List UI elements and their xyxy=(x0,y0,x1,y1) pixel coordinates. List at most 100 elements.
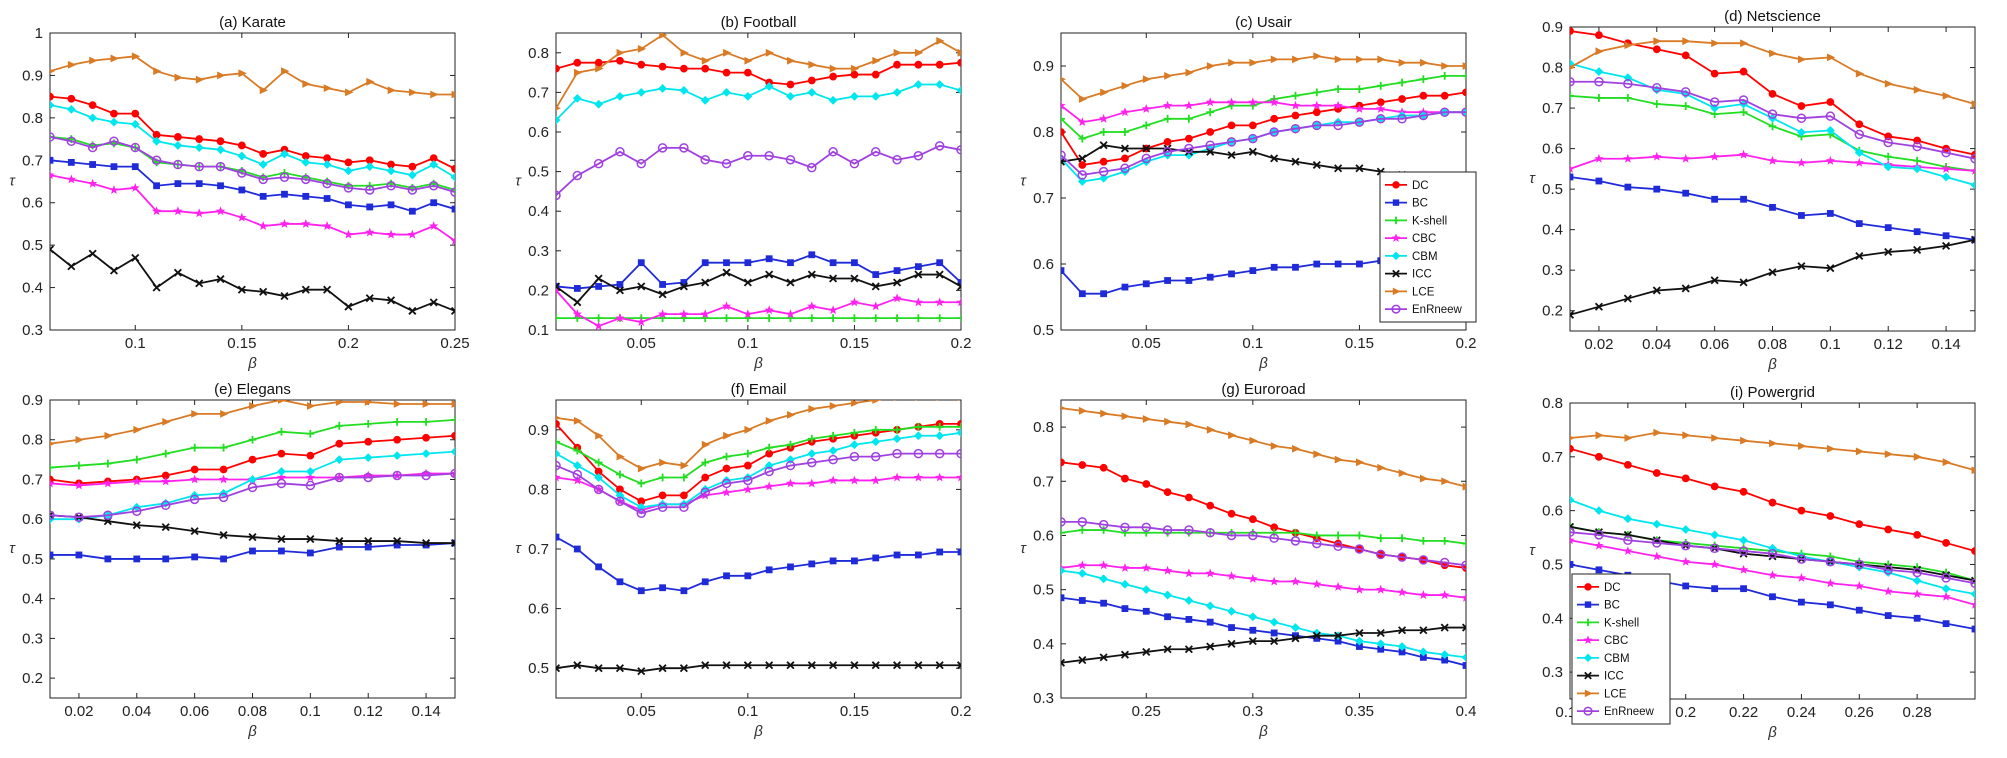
series-k-shell-point xyxy=(594,458,603,467)
series-cbm-point xyxy=(828,446,838,456)
series-cbc-point xyxy=(1767,570,1778,580)
series-k-shell-point xyxy=(1440,72,1449,80)
x-tick-label: 0.2 xyxy=(1456,335,1477,352)
series-bc-point xyxy=(1884,612,1892,619)
series-lce-point xyxy=(1078,95,1088,103)
series-cbc-point xyxy=(956,297,961,307)
series-k-shell-point xyxy=(50,463,54,472)
series-cbc-point xyxy=(572,475,582,485)
series-dc-point xyxy=(1710,482,1719,491)
series-lce-point xyxy=(323,84,333,93)
series-k-shell-point xyxy=(1419,75,1428,84)
series-bc-point xyxy=(829,259,837,267)
legend-entry-lce: LCE xyxy=(1385,286,1435,298)
series-cbc-point xyxy=(421,468,431,478)
series-bc-point xyxy=(1798,598,1805,606)
series-lce-point xyxy=(1942,458,1951,467)
series-lce-point xyxy=(1121,412,1130,421)
x-tick-label: 0.15 xyxy=(840,335,869,352)
series-bc-point xyxy=(1292,263,1299,271)
series-bc-point xyxy=(808,251,816,259)
series-icc-point xyxy=(1826,264,1835,273)
series-icc-point xyxy=(1312,160,1321,170)
series-icc-point xyxy=(1376,628,1385,638)
series-k-shell-point xyxy=(1312,531,1321,540)
series-icc-point xyxy=(594,664,603,673)
series-enrneew-point xyxy=(1623,78,1633,89)
series-bc-point xyxy=(1228,270,1235,278)
series-cbc-point xyxy=(151,206,162,216)
series-cbm-point xyxy=(365,162,375,172)
series-cbm-point xyxy=(1418,647,1428,657)
series-k-shell-point xyxy=(1078,134,1087,143)
series-enrneew-point xyxy=(556,460,561,471)
series-cbc-point xyxy=(429,221,439,231)
series-enrneew-point xyxy=(556,190,561,201)
series-cbm-point xyxy=(429,160,439,169)
series-bc-point xyxy=(957,548,961,556)
series-bc-point xyxy=(680,587,688,595)
series-dc-point xyxy=(1570,444,1574,453)
series-lce-point xyxy=(1142,75,1152,84)
series-dc-point xyxy=(1270,114,1279,123)
series-icc-point xyxy=(1142,144,1151,153)
y-tick-label: 0.8 xyxy=(22,432,43,449)
series-k-shell-point xyxy=(1291,528,1300,537)
series-k-shell-point xyxy=(1462,72,1466,80)
series-enrneew-point xyxy=(1594,76,1604,87)
series-k-shell-point xyxy=(1099,526,1108,534)
series-icc-point xyxy=(807,661,816,670)
series-lce-point xyxy=(1971,100,1975,108)
series-lce-point xyxy=(936,37,945,45)
series-enrneew-point xyxy=(785,154,796,165)
series-k-shell-point xyxy=(1270,528,1279,537)
series-cbc-point xyxy=(1141,563,1151,572)
series-k-shell-point xyxy=(1398,78,1406,87)
series-icc-point xyxy=(1270,637,1279,646)
x-tick-label: 0.4 xyxy=(1456,703,1477,720)
series-dc-point xyxy=(1142,480,1151,488)
series-dc-point xyxy=(1768,89,1777,98)
series-lce-point xyxy=(829,64,839,73)
series-icc-point xyxy=(829,274,838,283)
series-bc-point xyxy=(302,192,310,200)
series-bc-point xyxy=(259,192,267,200)
series-lce-point xyxy=(1570,435,1575,441)
series-enrneew-point xyxy=(1941,573,1951,583)
series-cbm-point xyxy=(1269,617,1279,627)
series-lce-point xyxy=(1624,434,1633,442)
series-cbc-point xyxy=(615,313,625,323)
series-bc-point xyxy=(323,195,331,202)
series-cbc xyxy=(1570,535,1975,609)
x-tick-label: 0.1 xyxy=(737,335,758,352)
series-enrneew-point xyxy=(1375,114,1386,124)
series-k-shell-point xyxy=(829,431,838,440)
series-k-shell-point xyxy=(957,422,961,431)
series-icc-point xyxy=(1398,626,1407,635)
series-cbc-point xyxy=(828,475,838,485)
series-lce-point xyxy=(1206,62,1216,70)
series-cbc-point xyxy=(743,484,753,494)
series-lce-point xyxy=(191,410,200,418)
series-k-shell-point xyxy=(871,314,880,323)
series-bc-point xyxy=(1441,656,1449,664)
legend-marker xyxy=(1583,635,1593,644)
series-bc-point xyxy=(936,259,944,267)
series-bc-point xyxy=(556,533,560,541)
series-cbm-point xyxy=(386,166,396,176)
series-dc-point xyxy=(451,431,455,440)
series-k-shell-point xyxy=(1121,528,1129,537)
series-cbm-point xyxy=(1883,162,1893,172)
series-icc-point xyxy=(914,270,923,279)
series-bc-point xyxy=(637,259,645,267)
series-icc-point xyxy=(1594,302,1603,311)
series-bc-point xyxy=(573,285,581,292)
series-enrneew-point xyxy=(1418,110,1429,121)
series-lce xyxy=(556,400,960,473)
series-icc-point xyxy=(615,286,624,295)
series-k-shell-point xyxy=(364,419,373,428)
series-cbm-point xyxy=(305,467,315,476)
series-lce-point xyxy=(680,48,689,57)
series-enrneew-point xyxy=(1652,83,1662,93)
series-cbm-point xyxy=(1681,525,1691,534)
